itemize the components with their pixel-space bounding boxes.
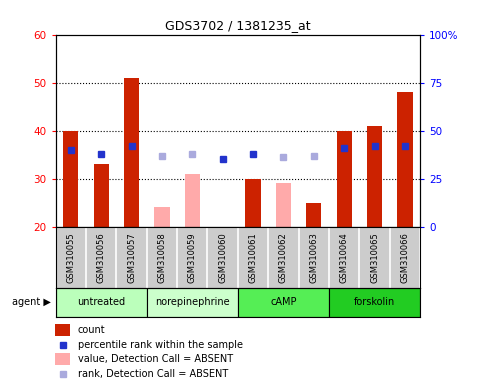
Text: norepinephrine: norepinephrine bbox=[155, 297, 229, 308]
Bar bbox=[185, 174, 200, 227]
Bar bbox=[398, 92, 412, 227]
Text: GSM310060: GSM310060 bbox=[218, 232, 227, 283]
Text: value, Detection Call = ABSENT: value, Detection Call = ABSENT bbox=[78, 354, 233, 364]
Bar bbox=[147, 288, 238, 317]
Text: GSM310066: GSM310066 bbox=[400, 232, 410, 283]
Bar bbox=[245, 179, 261, 227]
Bar bbox=[124, 78, 139, 227]
Text: GSM310056: GSM310056 bbox=[97, 232, 106, 283]
Text: GSM310064: GSM310064 bbox=[340, 232, 349, 283]
Bar bbox=[154, 207, 170, 227]
Bar bbox=[276, 184, 291, 227]
Bar bbox=[238, 288, 329, 317]
Bar bbox=[56, 288, 147, 317]
Text: GSM310059: GSM310059 bbox=[188, 232, 197, 283]
Text: GSM310055: GSM310055 bbox=[66, 232, 75, 283]
Text: GSM310065: GSM310065 bbox=[370, 232, 379, 283]
Text: GSM310062: GSM310062 bbox=[279, 232, 288, 283]
Text: GSM310057: GSM310057 bbox=[127, 232, 136, 283]
Text: cAMP: cAMP bbox=[270, 297, 297, 308]
Title: GDS3702 / 1381235_at: GDS3702 / 1381235_at bbox=[165, 19, 311, 32]
Bar bbox=[94, 164, 109, 227]
Bar bbox=[337, 131, 352, 227]
Text: forskolin: forskolin bbox=[354, 297, 395, 308]
Bar bbox=[306, 203, 322, 227]
Bar bbox=[55, 353, 71, 365]
Text: count: count bbox=[78, 325, 105, 335]
Text: rank, Detection Call = ABSENT: rank, Detection Call = ABSENT bbox=[78, 369, 228, 379]
Text: percentile rank within the sample: percentile rank within the sample bbox=[78, 339, 243, 349]
Text: GSM310063: GSM310063 bbox=[309, 232, 318, 283]
Text: GSM310061: GSM310061 bbox=[249, 232, 257, 283]
Bar bbox=[55, 324, 71, 336]
Bar bbox=[63, 131, 78, 227]
Text: untreated: untreated bbox=[77, 297, 125, 308]
Text: GSM310058: GSM310058 bbox=[157, 232, 167, 283]
Text: agent ▶: agent ▶ bbox=[12, 297, 51, 308]
Bar bbox=[329, 288, 420, 317]
Bar bbox=[367, 126, 382, 227]
